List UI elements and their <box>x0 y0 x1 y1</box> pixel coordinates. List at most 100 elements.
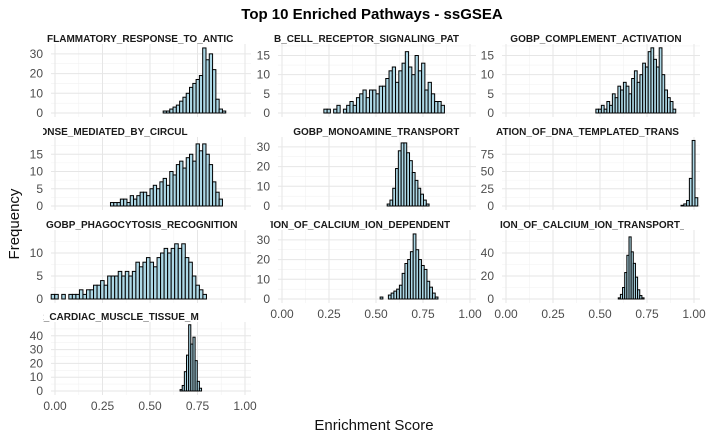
y-tick-label: 20 <box>30 356 44 370</box>
x-tick-label: 1.00 <box>682 307 706 321</box>
y-tick-label: 0 <box>263 199 270 213</box>
y-tick-label: 0 <box>36 292 43 306</box>
histogram-bar <box>68 293 73 300</box>
y-tick-label: 20 <box>257 253 271 267</box>
x-tick-label: 0.00 <box>270 307 294 321</box>
chart-title: Top 10 Enriched Pathways - ssGSEA <box>241 6 503 23</box>
facet-panel: 0 5 10 15 E_RESPONSE_MEDIATED_BY_CIRCUL <box>0 127 251 213</box>
histogram-bar <box>195 284 200 300</box>
y-tick-label: 40 <box>481 246 495 260</box>
histogram-bar <box>96 284 102 300</box>
facet-strip-label: E_RESPONSE_MEDIATED_BY_CIRCUL <box>0 127 188 138</box>
histogram-bar <box>163 247 169 300</box>
y-tick-label: 10 <box>30 246 44 260</box>
y-tick-label: 20 <box>30 67 44 81</box>
histogram-bar <box>694 197 699 207</box>
histogram-bar <box>100 280 105 300</box>
histogram-bar <box>124 270 130 300</box>
y-tick-label: 40 <box>30 329 44 343</box>
y-tick-label: 10 <box>257 68 271 82</box>
y-tick-label: 30 <box>30 343 44 357</box>
histogram-bar <box>188 261 193 300</box>
facet-strip-label: GOBP_PHAGOCYTOSIS_RECOGNITION <box>46 220 238 231</box>
histogram-bar <box>107 275 112 300</box>
histogram-bar <box>181 243 186 300</box>
facet-strip-label: FLAMMATORY_RESPONSE_TO_ANTIC <box>47 34 233 45</box>
y-tick-label: 5 <box>36 269 43 283</box>
y-tick-label: 0 <box>36 106 43 120</box>
histogram-bar <box>93 284 98 300</box>
x-tick-label: 0.75 <box>186 399 210 413</box>
histogram-bar <box>61 293 66 300</box>
histogram-bar <box>326 108 331 114</box>
histogram-bar <box>75 293 80 300</box>
histogram-bar <box>110 275 116 300</box>
histogram-bar <box>121 275 126 300</box>
facet-strip-label: GOBP_MONOAMINE_TRANSPORT <box>293 127 459 138</box>
y-axis-label: Frequency <box>6 188 23 259</box>
histogram-bar <box>431 292 436 300</box>
facet-strip-label: ATION_OF_DNA_TEMPLATED_TRANS <box>496 127 679 138</box>
y-tick-label: 0 <box>36 384 43 398</box>
y-tick-label: 50 <box>481 165 495 179</box>
y-tick-label: 15 <box>30 147 44 161</box>
histogram-bar <box>142 261 147 300</box>
histogram-bar <box>114 275 119 300</box>
histogram-bar <box>669 101 674 114</box>
facet-strip-label: ION_OF_CALCIUM_ION_TRANSPORT_ <box>500 220 686 231</box>
histogram-bar <box>50 293 56 300</box>
y-tick-label: 75 <box>481 147 495 161</box>
histogram-bar <box>421 62 426 114</box>
facet-panel: 0 5 10 15B_CELL_RECEPTOR_SIGNALING_PAT <box>257 34 476 120</box>
histogram-bar <box>160 252 165 300</box>
y-tick-label: 0 <box>36 199 43 213</box>
x-tick-label: 0.00 <box>494 307 518 321</box>
x-tick-label: 1.00 <box>233 399 257 413</box>
y-tick-label: 0 <box>487 199 494 213</box>
histogram-bar <box>153 266 158 300</box>
facet-strip-label: B_CELL_RECEPTOR_SIGNALING_PAT <box>274 34 459 45</box>
histogram-bar <box>82 293 87 300</box>
y-tick-label: 30 <box>257 233 271 247</box>
histogram-bar <box>191 275 197 300</box>
histogram-bar <box>634 276 639 300</box>
histogram-bar <box>215 98 220 114</box>
y-tick-label: 15 <box>481 49 495 63</box>
y-tick-label: 10 <box>481 68 495 82</box>
histogram-bar <box>196 380 200 392</box>
facet-panel: 0 20 40 ION_OF_CALCIUM_ION_TRANSPORT_ <box>481 220 700 306</box>
y-tick-label: 20 <box>257 160 271 174</box>
facet-panel: 0 5 10 15 GOBP_COMPLEMENT_ACTIVATION <box>481 34 700 120</box>
histogram-bar <box>174 243 179 300</box>
x-tick-label: 0.00 <box>43 399 67 413</box>
y-tick-label: 5 <box>36 182 43 196</box>
y-tick-label: 5 <box>263 87 270 101</box>
histogram-bar <box>138 266 144 300</box>
histogram-bar <box>170 247 176 300</box>
histogram-bar <box>641 297 645 300</box>
x-tick-label: 0.50 <box>364 307 388 321</box>
histogram-bar <box>422 199 427 207</box>
histogram-bar <box>177 247 183 300</box>
y-tick-label: 30 <box>257 140 271 154</box>
x-tick-label: 0.50 <box>588 307 612 321</box>
y-tick-label: 10 <box>257 179 271 193</box>
histogram-bar <box>128 275 133 300</box>
histogram-bar <box>425 203 430 207</box>
y-tick-label: 15 <box>257 49 271 63</box>
histogram-bar <box>117 270 123 300</box>
facet-panel: 0 10 20 30 GOBP_MONOAMINE_TRANSPORT <box>257 127 476 213</box>
histogram-bar <box>89 289 95 300</box>
x-tick-label: 0.25 <box>317 307 341 321</box>
histogram-bar <box>85 289 91 300</box>
histogram-bar <box>145 257 151 300</box>
histogram-bar <box>691 139 696 207</box>
histogram-bar <box>103 284 109 300</box>
facet-panels: 0102030FLAMMATORY_RESPONSE_TO_ANTIC05101… <box>0 34 706 413</box>
facet-strip-label: ULAR_CARDIAC_MUSCLE_TISSUE_M <box>16 312 199 323</box>
histogram-bar <box>336 104 341 114</box>
y-tick-label: 5 <box>487 87 494 101</box>
